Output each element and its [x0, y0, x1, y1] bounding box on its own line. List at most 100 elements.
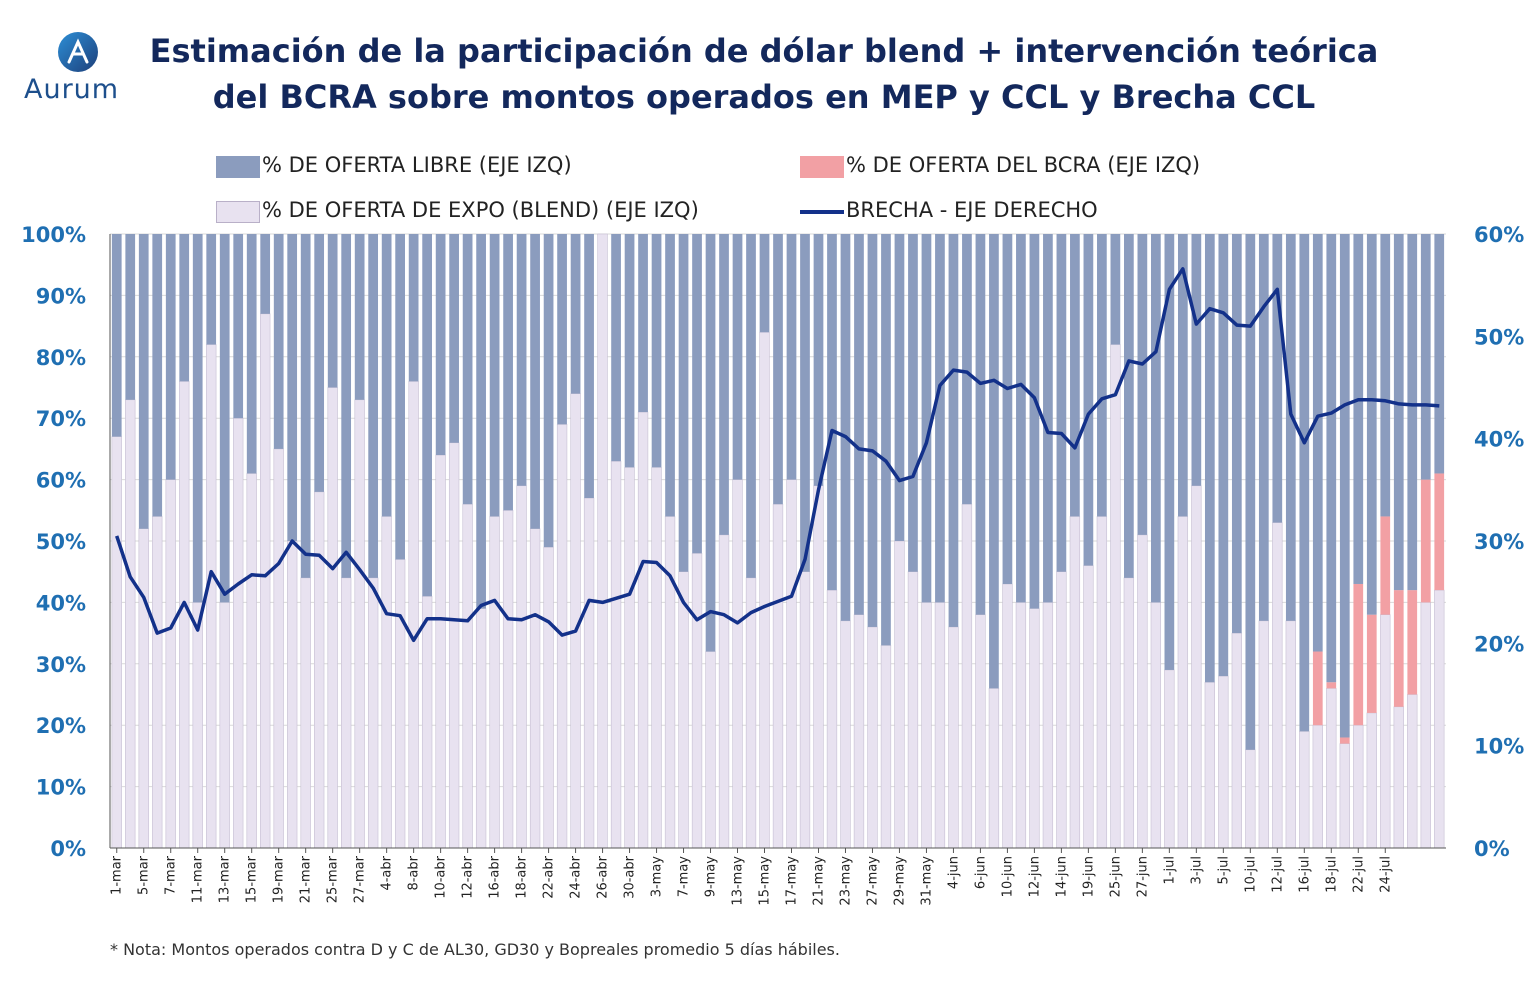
bar-libre [773, 234, 783, 505]
bar-libre [395, 234, 405, 560]
bar-expo [1218, 675, 1229, 849]
bar-libre [1312, 234, 1323, 652]
x-axis-tick: 25-jun [1108, 856, 1123, 897]
bar-libre [1083, 234, 1094, 566]
bar-expo [165, 479, 176, 849]
bar-bcra [1366, 614, 1377, 713]
bar-expo [1231, 632, 1242, 849]
bar-libre [800, 234, 810, 572]
x-axis-tick: 16-jul [1297, 856, 1312, 893]
bar-expo [1164, 669, 1175, 849]
bar-libre [719, 234, 729, 535]
x-axis-tick: 26-abr [596, 855, 611, 898]
bar-expo [664, 516, 676, 849]
bar-expo [1042, 602, 1054, 849]
x-axis-tick: 27-mar [353, 855, 368, 903]
right-axis-tick: 20% [1474, 632, 1524, 656]
bar-expo [1069, 516, 1081, 849]
bar-expo [529, 528, 541, 849]
x-axis-tick: 19-mar [272, 855, 287, 903]
x-axis-tick: 21-may [812, 856, 827, 906]
bar-expo [138, 528, 149, 849]
x-axis-tick: 27-may [866, 856, 881, 906]
bar-expo [1177, 516, 1189, 849]
bar-series [111, 233, 1445, 849]
left-axis-tick: 50% [36, 530, 86, 554]
bar-libre [462, 234, 473, 505]
bar-expo [759, 331, 770, 849]
bar-expo [1272, 522, 1283, 849]
x-axis-tick: 10-jul [1243, 856, 1258, 893]
legend-swatch-libre [216, 156, 260, 178]
x-axis-tick: 18-jul [1324, 856, 1339, 893]
aurum-logo-icon [58, 32, 98, 72]
bar-expo [880, 645, 892, 849]
legend-label-libre: % DE OFERTA LIBRE (EJE IZQ) [262, 153, 572, 177]
bar-expo [111, 436, 122, 849]
x-axis-tick: 4-jun [946, 856, 961, 889]
x-axis-tick: 3-may [650, 856, 665, 898]
bar-bcra [1434, 473, 1445, 591]
bar-libre [273, 234, 284, 449]
bar-expo [826, 589, 838, 849]
legend-label-brecha: BRECHA - EJE DERECHO [846, 198, 1098, 222]
bar-libre [1043, 234, 1053, 603]
bar-bcra [1353, 583, 1364, 726]
bar-expo [988, 688, 1000, 849]
bar-libre [530, 234, 540, 529]
bar-expo [921, 602, 932, 849]
bar-expo [624, 467, 635, 849]
bar-expo [1245, 749, 1256, 849]
bar-expo [1015, 602, 1027, 849]
bar-expo [1123, 577, 1135, 849]
bar-expo [1312, 724, 1323, 849]
bar-expo [678, 571, 689, 849]
bar-bcra [1407, 590, 1418, 695]
logo-text: Aurum [24, 74, 120, 105]
bar-expo [327, 387, 338, 849]
x-axis-tick: 27-jun [1135, 856, 1150, 897]
bar-libre [840, 234, 851, 621]
x-axis-tick: 7-mar [164, 855, 179, 895]
bar-libre [381, 234, 392, 517]
brecha-line-series [115, 267, 1440, 643]
x-axis-tick: 15-may [758, 856, 773, 906]
x-axis-tick: 19-jun [1081, 856, 1096, 897]
x-axis-tick: 3-jul [1189, 856, 1204, 884]
bar-expo [408, 381, 419, 849]
bar-libre [611, 234, 621, 462]
bar-bcra [1312, 651, 1323, 726]
right-axis-tick: 0% [1474, 837, 1510, 861]
bar-libre [1070, 234, 1080, 517]
bar-expo [867, 626, 878, 849]
bar-libre [341, 234, 352, 578]
bar-expo [273, 448, 284, 849]
legend-swatch-brecha [800, 210, 844, 214]
bar-expo [1083, 565, 1094, 849]
bar-expo [894, 540, 905, 849]
bar-libre [813, 234, 824, 486]
bar-libre [935, 234, 945, 603]
bar-expo [961, 503, 973, 849]
bar-libre [1029, 234, 1040, 609]
bar-libre [1124, 234, 1134, 578]
bar-libre [1164, 234, 1175, 670]
bar-libre [1231, 234, 1242, 634]
bar-libre [246, 234, 257, 474]
bar-expo [1420, 602, 1431, 849]
bar-libre [435, 234, 446, 456]
legend-swatch-expo [216, 201, 260, 223]
bar-libre [962, 234, 972, 505]
bar-libre [1339, 234, 1350, 738]
bar-expo [853, 614, 865, 849]
x-axis-tick: 23-may [839, 856, 854, 906]
bar-libre [1056, 234, 1067, 572]
bar-expo [1096, 516, 1108, 849]
title-line-2: del BCRA sobre montos operados en MEP y … [212, 78, 1316, 116]
bar-expo [448, 442, 460, 849]
x-axis-tick: 12-jun [1027, 856, 1042, 897]
bar-expo [152, 516, 163, 849]
bar-expo [179, 381, 190, 849]
x-axis-tick: 1-jul [1162, 856, 1177, 884]
